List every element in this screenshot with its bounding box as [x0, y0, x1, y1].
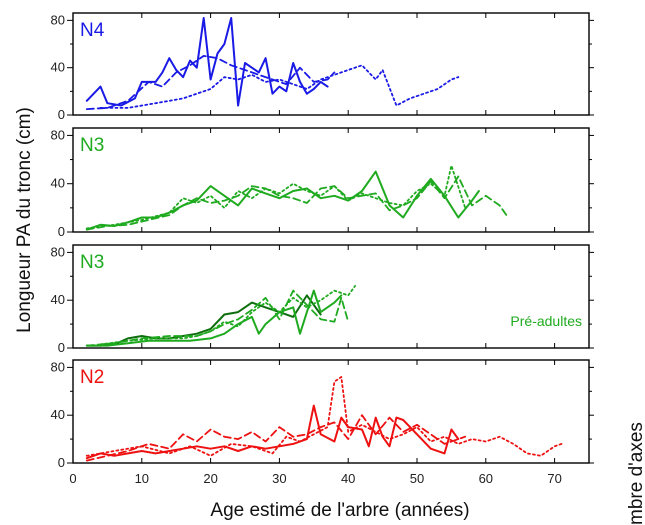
panel-frame	[72, 127, 590, 233]
x-tick-label: 0	[69, 471, 76, 486]
y-tick-label: 40	[51, 407, 65, 422]
panel-label: N2	[80, 367, 104, 388]
x-axis-title: Age estimé de l'arbre (années)	[210, 500, 469, 521]
y-axis-title: Longueur PA du tronc (cm)	[14, 107, 35, 333]
x-tick-label: 60	[479, 471, 493, 486]
panel-label: N3	[80, 252, 104, 273]
series-line-dotted-3	[85, 376, 563, 457]
x-tick-label: 20	[203, 471, 217, 486]
y-tick-label: 80	[51, 12, 65, 27]
right-axis-title: mbre d'axes	[626, 422, 645, 525]
series-line-solid-2	[85, 289, 343, 347]
panel-frame	[72, 12, 590, 116]
series-line-dashed-2	[85, 414, 467, 462]
y-tick-label: 0	[58, 224, 65, 239]
panel-3: 0 40 80 N3 Pré-adultes	[51, 244, 594, 355]
panels: 0 40 80 N4 0 40 80 N3 0 40 80 N3 Pré-adultes 0 40 80 N2	[51, 12, 594, 470]
x-tick-label: 70	[547, 471, 561, 486]
panel-annotation: Pré-adultes	[510, 313, 582, 329]
panel-label: N4	[80, 20, 105, 41]
series-line-dotted-4	[99, 284, 357, 346]
x-tick-label: 50	[410, 471, 424, 486]
panel-4: 0 40 80 N2	[51, 359, 594, 470]
series-line-dotted-3	[85, 164, 467, 230]
y-tick-label: 40	[51, 60, 65, 75]
x-tick-label: 10	[135, 471, 149, 486]
y-tick-label: 40	[51, 292, 65, 307]
y-tick-label: 0	[58, 107, 65, 122]
panel-1: 0 40 80 N4	[51, 12, 594, 122]
x-axis: 0 10 20 30 40 50 60 70	[69, 471, 561, 486]
x-tick-label: 30	[272, 471, 286, 486]
series-line-dashed-3	[85, 289, 350, 347]
y-tick-label: 80	[51, 244, 65, 259]
series-line-dashed-2	[85, 55, 336, 110]
panel-label: N3	[80, 135, 104, 156]
panel-frame	[72, 244, 590, 349]
series-line-dotted-3	[99, 64, 460, 109]
y-tick-label: 40	[51, 176, 65, 191]
y-tick-label: 0	[58, 340, 65, 355]
panel-frame	[72, 359, 590, 464]
y-tick-label: 0	[58, 455, 65, 470]
series-line-solid-1	[85, 294, 322, 347]
series-line-solid-1	[85, 17, 329, 107]
x-tick-label: 40	[341, 471, 355, 486]
panel-2: 0 40 80 N3	[51, 127, 594, 239]
y-tick-label: 80	[51, 359, 65, 374]
y-tick-label: 80	[51, 127, 65, 142]
series-line-dashed-2	[85, 175, 508, 231]
